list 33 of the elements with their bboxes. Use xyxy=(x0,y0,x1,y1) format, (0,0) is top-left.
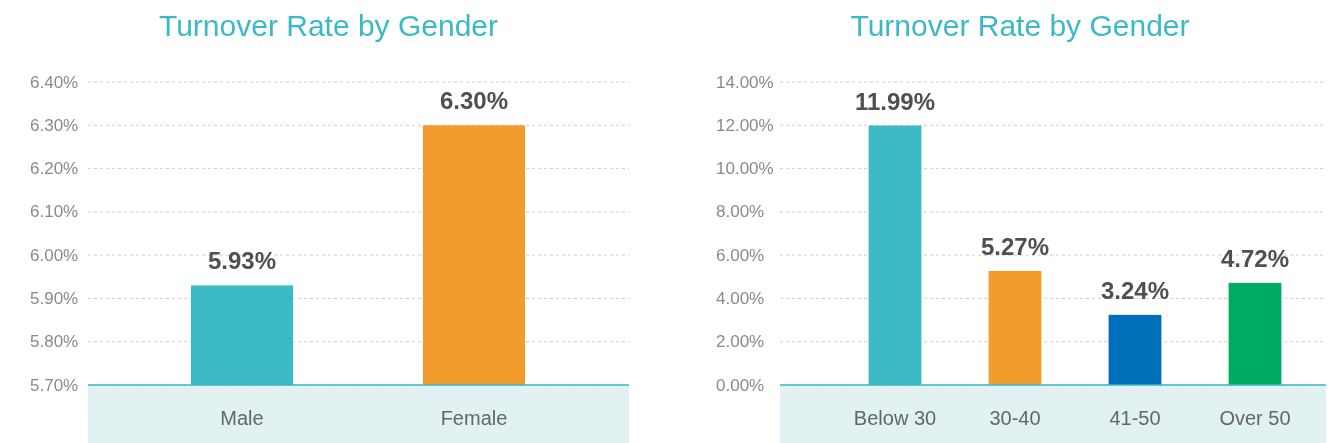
y-tick-label: 6.10% xyxy=(30,202,79,222)
y-tick-label: 10.00% xyxy=(716,159,774,179)
y-tick-label: 2.00% xyxy=(716,332,765,352)
x-tick-label: Female xyxy=(440,407,508,429)
chart-title: Turnover Rate by Gender xyxy=(850,9,1190,42)
y-tick-label: 6.00% xyxy=(30,245,79,265)
y-tick-label: 6.40% xyxy=(30,72,79,92)
y-tick-label: 6.20% xyxy=(30,159,79,179)
y-tick-label: 6.30% xyxy=(30,115,79,135)
y-tick-label: 8.00% xyxy=(716,202,765,222)
data-label: 6.30% xyxy=(439,87,509,115)
bar xyxy=(1228,282,1282,385)
bar xyxy=(1108,314,1162,385)
data-label: 5.93% xyxy=(207,247,277,275)
bar xyxy=(988,270,1042,385)
x-tick-label: Male xyxy=(220,407,264,429)
x-tick-label: Below 30 xyxy=(853,407,937,429)
y-tick-label: 12.00% xyxy=(716,115,774,135)
data-label: 3.24% xyxy=(1100,276,1170,304)
data-label: 11.99% xyxy=(854,87,936,115)
y-tick-label: 14.00% xyxy=(716,72,774,92)
y-tick-label: 5.70% xyxy=(30,375,79,395)
y-tick-label: 5.80% xyxy=(30,332,79,352)
y-tick-label: 5.90% xyxy=(30,288,79,308)
data-label: 4.72% xyxy=(1220,244,1290,272)
y-tick-label: 6.00% xyxy=(716,245,765,265)
data-label: 5.27% xyxy=(980,232,1050,260)
x-tick-label: Over 50 xyxy=(1219,407,1291,429)
y-tick-label: 4.00% xyxy=(716,288,765,308)
x-tick-label: 41-50 xyxy=(1109,407,1161,429)
y-tick-label: 0.00% xyxy=(716,375,765,395)
x-tick-label: 30-40 xyxy=(989,407,1041,429)
chart-title: Turnover Rate by Gender xyxy=(158,9,499,42)
